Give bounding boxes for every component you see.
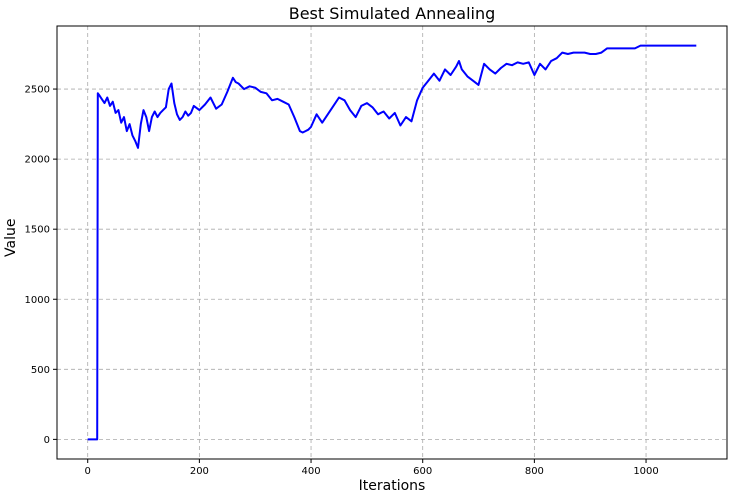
y-tick-label: 500	[31, 365, 50, 376]
x-tick-label: 0	[85, 466, 91, 477]
y-tick-label: 2500	[25, 85, 50, 96]
x-axis-label: Iterations	[358, 478, 426, 494]
x-tick-label: 600	[413, 466, 432, 477]
series-layer	[87, 44, 697, 441]
x-tick-label: 400	[301, 466, 320, 477]
x-tick-label: 800	[525, 466, 544, 477]
axes-layer	[56, 25, 728, 460]
tick-layer: 0 200 400 600 800 1000 0 500 1000 1500 2000 2500	[25, 85, 659, 477]
x-tick-label: 1000	[633, 466, 658, 477]
y-tick-label: 2000	[25, 155, 50, 166]
y-tick-label: 0	[44, 435, 50, 446]
x-tick-label: 200	[190, 466, 209, 477]
chart-title: Best Simulated Annealing	[288, 4, 496, 23]
y-axis-label: Value	[3, 218, 19, 257]
plot-frame	[56, 25, 728, 460]
y-tick-label: 1000	[25, 295, 50, 306]
y-tick-label: 1500	[25, 225, 50, 236]
grid-layer	[57, 26, 727, 459]
series-line-0	[87, 44, 697, 441]
